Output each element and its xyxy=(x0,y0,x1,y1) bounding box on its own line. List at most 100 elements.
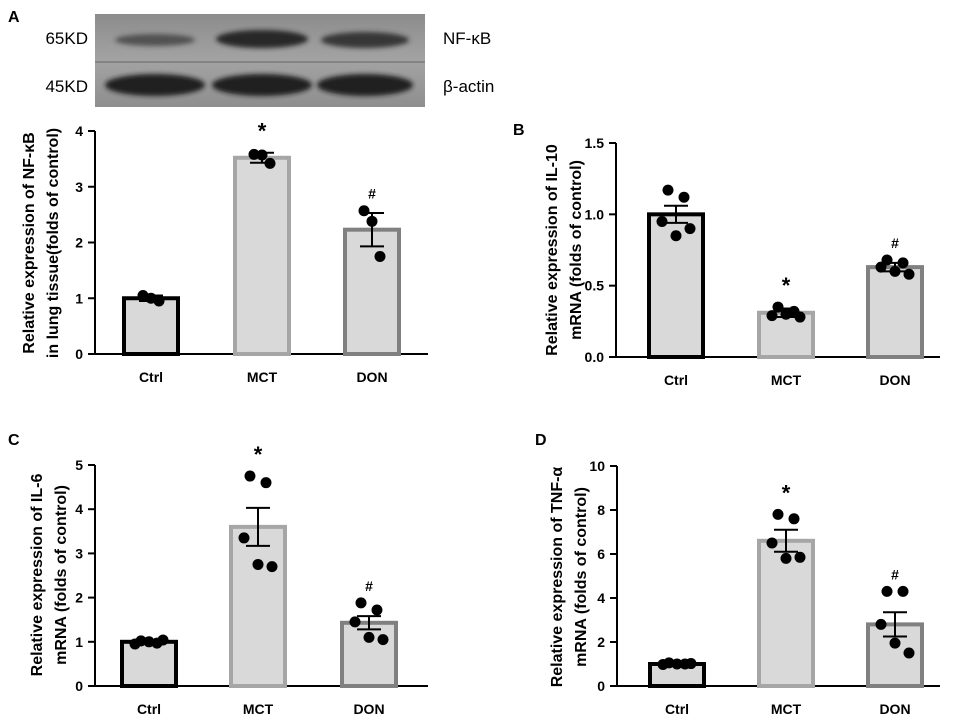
significance-star: * xyxy=(782,480,791,505)
blot-band-nfkb-mct xyxy=(216,30,308,48)
chart-panel-b: 0.0 0.5 1.0 1.5 Ctrl * MCT # DON Relative express… xyxy=(544,135,940,388)
y-tick-label: 4 xyxy=(597,590,605,606)
bar-group-ctrl xyxy=(647,184,705,359)
data-point xyxy=(264,157,276,169)
data-point xyxy=(662,184,674,196)
chart-panels: 0 1 2 3 4 Ctrl * MCT # DON Relative expression of … xyxy=(21,119,940,717)
bar xyxy=(757,538,815,688)
x-category-label: Ctrl xyxy=(664,372,688,388)
data-point xyxy=(143,636,155,648)
data-point xyxy=(157,634,169,646)
x-category-label: MCT xyxy=(247,369,278,385)
data-point xyxy=(670,230,682,242)
blot-size-label-1: 65KD xyxy=(45,29,88,48)
y-axis-title-line-1: Relative expression of TNF-α xyxy=(549,467,566,688)
y-tick-label: 2 xyxy=(597,634,605,650)
data-point xyxy=(780,308,792,320)
data-point xyxy=(671,658,683,670)
y-tick-label: 1.5 xyxy=(585,135,605,151)
y-tick-label: 3 xyxy=(75,179,83,195)
data-point xyxy=(903,647,915,659)
bar-group-ctrl xyxy=(120,634,178,688)
x-category-label: DON xyxy=(879,372,910,388)
x-category-label: Ctrl xyxy=(665,701,689,717)
panel-letter-c: C xyxy=(8,432,20,449)
y-tick-label: 0 xyxy=(75,346,83,362)
y-tick-label: 0.0 xyxy=(585,349,605,365)
x-category-label: MCT xyxy=(771,372,802,388)
panel-letter-d: D xyxy=(535,432,547,449)
data-point xyxy=(788,513,800,525)
x-category-label: DON xyxy=(879,701,910,717)
panel-letter-b: B xyxy=(513,122,525,139)
data-point xyxy=(903,268,915,280)
significance-star: * xyxy=(782,273,791,298)
y-tick-label: 1 xyxy=(75,634,83,650)
bar xyxy=(343,227,401,357)
bar-group-don: # xyxy=(343,186,401,357)
significance-hash: # xyxy=(891,235,899,251)
y-tick-label: 5 xyxy=(75,457,83,473)
blot-band-actin-mct xyxy=(212,74,312,96)
y-tick-label: 10 xyxy=(589,458,605,474)
blot-band-nfkb-don xyxy=(321,32,409,48)
western-blot: 65KD 45KD NF-κB β-actin xyxy=(45,14,494,107)
x-category-label: Ctrl xyxy=(139,369,163,385)
data-point xyxy=(794,311,806,323)
bar-group-mct: * xyxy=(757,480,815,688)
bar-group-don: # xyxy=(866,235,924,359)
data-point xyxy=(684,223,696,235)
data-point xyxy=(374,250,386,262)
y-tick-label: 2 xyxy=(75,590,83,606)
significance-star: * xyxy=(254,442,263,467)
data-point xyxy=(377,634,389,646)
data-point xyxy=(897,585,909,597)
data-point xyxy=(129,638,141,650)
y-axis-title-line-2: in lung tissue(folds of control) xyxy=(45,128,62,358)
significance-hash: # xyxy=(368,186,376,202)
blot-band-actin-don xyxy=(317,74,413,96)
data-point xyxy=(363,631,375,643)
data-point xyxy=(780,552,792,564)
data-point xyxy=(766,537,778,549)
data-point xyxy=(260,477,272,489)
y-tick-label: 1 xyxy=(75,290,83,306)
y-tick-label: 0 xyxy=(597,678,605,694)
data-point xyxy=(238,532,250,544)
data-point xyxy=(766,310,778,322)
bar-group-mct: * xyxy=(757,273,815,360)
data-point xyxy=(145,292,157,304)
data-point xyxy=(875,618,887,630)
bar xyxy=(233,155,291,356)
blot-band-actin-ctrl xyxy=(105,74,205,96)
data-point xyxy=(875,261,887,273)
data-point xyxy=(244,470,256,482)
data-point xyxy=(355,597,367,609)
data-point xyxy=(656,215,668,227)
bar xyxy=(866,265,924,359)
data-point xyxy=(252,558,264,570)
bar-group-mct: * xyxy=(233,119,291,356)
bar-group-don: # xyxy=(340,578,398,689)
chart-panel-a: 0 1 2 3 4 Ctrl * MCT # DON Relative expression of … xyxy=(21,119,428,385)
blot-protein-label-2: β-actin xyxy=(443,77,494,96)
bar xyxy=(229,524,287,688)
bar xyxy=(122,296,180,356)
data-point xyxy=(349,616,361,628)
data-point xyxy=(881,585,893,597)
significance-hash: # xyxy=(365,578,373,594)
data-point xyxy=(248,148,260,160)
data-point xyxy=(266,561,278,573)
y-axis-title-line-1: Relative expression of IL-6 xyxy=(29,474,46,677)
y-axis-title-line-1: Relative expression of NF-κB xyxy=(21,132,38,353)
data-point xyxy=(889,637,901,649)
data-point xyxy=(772,508,784,520)
y-tick-label: 0 xyxy=(75,678,83,694)
data-point xyxy=(889,265,901,277)
y-tick-label: 1.0 xyxy=(585,206,605,222)
y-tick-label: 4 xyxy=(75,501,83,517)
bar-group-mct: * xyxy=(229,442,287,688)
significance-star: * xyxy=(258,119,267,144)
y-axis-title-line-2: mRNA (folds of control) xyxy=(568,160,585,340)
